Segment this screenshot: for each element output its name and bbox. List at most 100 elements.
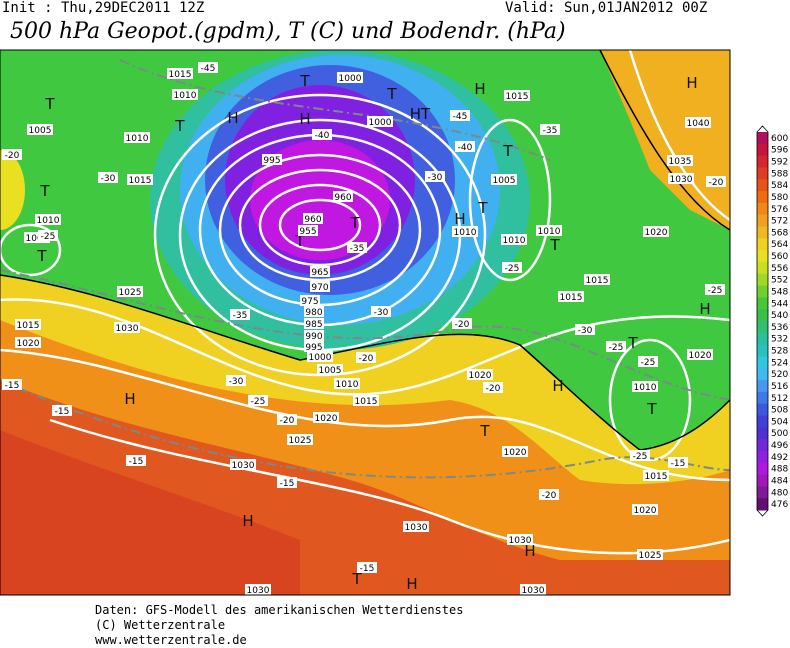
label-box	[310, 281, 330, 292]
pressure-center: H	[242, 512, 253, 530]
label-box	[630, 450, 650, 461]
contour-label: 1040	[687, 119, 710, 129]
colorbar-swatch	[757, 415, 768, 428]
label-box	[287, 434, 313, 445]
label-box	[304, 330, 324, 341]
pressure-center: T	[349, 214, 360, 232]
label-box	[643, 226, 669, 237]
colorbar-swatch	[757, 380, 768, 393]
label-box	[502, 446, 528, 457]
label-box	[114, 322, 140, 333]
colorbar-label: 588	[771, 169, 788, 179]
label-box	[668, 457, 688, 468]
colorbar-swatch	[757, 403, 768, 416]
colorbar-swatch	[757, 356, 768, 369]
label-box	[313, 412, 339, 423]
colorbar-label: 568	[771, 228, 788, 238]
contour-label: 980	[305, 308, 322, 318]
label-box	[367, 116, 393, 127]
colorbar-outline	[756, 125, 769, 517]
contour-label: 1035	[669, 157, 692, 167]
footer-copyright: (C) Wetterzentrale	[95, 618, 225, 632]
contour-label: 1005	[26, 234, 49, 244]
contour-label: 1030	[522, 586, 545, 596]
contour-label: 1010	[454, 228, 477, 238]
label-box	[425, 171, 445, 182]
map-frame	[0, 49, 731, 596]
label-box	[638, 356, 658, 367]
colorbar-label: 548	[771, 287, 788, 297]
contour-label: 1005	[493, 176, 516, 186]
label-box	[167, 68, 193, 79]
pressure-center: H	[699, 300, 710, 318]
label-box	[307, 351, 333, 362]
colorbar-label: 564	[771, 240, 788, 250]
colorbar-label: 476	[771, 500, 788, 510]
label-box	[632, 504, 658, 515]
field-west	[0, 150, 25, 230]
colorbar-label: 600	[771, 134, 788, 144]
contour-label: -30	[578, 326, 593, 336]
contour-label: -20	[486, 384, 501, 394]
contour-label: 1020	[634, 506, 657, 516]
label-box	[356, 352, 376, 363]
contour-label: 960	[334, 193, 351, 203]
colorbar-swatch	[757, 132, 768, 145]
label-box	[127, 174, 153, 185]
label-box	[333, 191, 353, 202]
contour-label: -30	[428, 173, 443, 183]
colorbar-swatch	[757, 486, 768, 499]
colorbar-label: 528	[771, 347, 788, 357]
label-box	[98, 172, 118, 183]
contour-label: -15	[671, 459, 686, 469]
contour-label: -35	[543, 126, 558, 136]
label-box	[24, 232, 50, 243]
pressure-center: T	[627, 334, 638, 352]
contour-label: -25	[641, 358, 656, 368]
contour-label: 1020	[17, 339, 40, 349]
colorbar-swatch	[757, 368, 768, 381]
label-box	[504, 90, 530, 101]
pressure-center: T	[44, 95, 55, 113]
colorbar-label: 512	[771, 394, 788, 404]
pressure-center: T	[386, 85, 397, 103]
footer-source: Daten: GFS-Modell des amerikanischen Wet…	[95, 603, 463, 617]
colorbar-swatch	[757, 250, 768, 263]
label-box	[637, 549, 663, 560]
label-box	[334, 378, 360, 389]
colorbar-label: 560	[771, 252, 788, 262]
pressure-center: T	[549, 236, 560, 254]
contour-label: 1030	[670, 175, 693, 185]
label-box	[705, 284, 725, 295]
label-box	[584, 274, 610, 285]
colorbar-label: 500	[771, 429, 788, 439]
pressure-center: H	[406, 575, 417, 593]
colorbar-label: 504	[771, 417, 788, 427]
colorbar-label: 480	[771, 488, 788, 498]
contour-label: 1030	[247, 586, 270, 596]
label-box	[483, 382, 503, 393]
label-box	[15, 319, 41, 330]
label-box	[124, 132, 150, 143]
colorbar-label: 496	[771, 441, 788, 451]
colorbar-swatch	[757, 155, 768, 168]
colorbar-swatch	[757, 462, 768, 476]
contour-label: 1000	[369, 118, 392, 128]
label-box	[467, 369, 493, 380]
valid-time: Valid: Sun,01JAN2012 00Z	[505, 0, 707, 16]
label-box	[687, 349, 713, 360]
pressure-center: HT	[410, 105, 431, 123]
pressure-center: T	[299, 72, 310, 90]
colorbar-label: 584	[771, 181, 788, 191]
label-box	[245, 584, 271, 595]
colorbar-swatch	[757, 191, 768, 204]
label-box	[632, 381, 658, 392]
label-box	[304, 306, 324, 317]
colorbar-swatch	[757, 498, 768, 511]
colorbar-swatch	[757, 321, 768, 334]
colorbar-label: 580	[771, 193, 788, 203]
contour-label: 1015	[129, 176, 152, 186]
colorbar-label: 484	[771, 476, 788, 486]
contour-label: 1025	[639, 551, 662, 561]
